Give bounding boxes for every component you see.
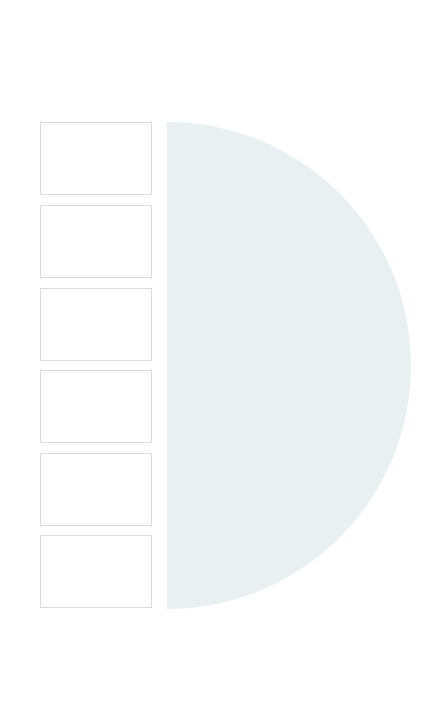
slot-2[interactable] (40, 205, 152, 278)
slot-4[interactable] (40, 370, 152, 443)
slot-6[interactable] (40, 535, 152, 608)
slot-5[interactable] (40, 453, 152, 526)
half-disc-shape (167, 122, 411, 609)
slot-1[interactable] (40, 122, 152, 195)
slot-3[interactable] (40, 288, 152, 361)
